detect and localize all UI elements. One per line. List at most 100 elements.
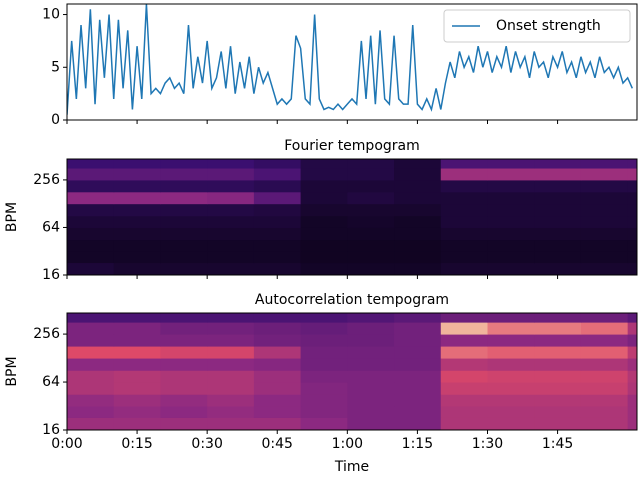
- heat-cell: [394, 358, 442, 371]
- heat-cell: [207, 346, 255, 359]
- x-tick-label: 1:00: [332, 436, 363, 452]
- heat-cell: [253, 191, 302, 205]
- heat-cell: [440, 346, 488, 359]
- heat-cell: [487, 159, 535, 169]
- heat-cell: [207, 159, 255, 169]
- heat-cell: [67, 203, 115, 217]
- heat-cell: [394, 406, 442, 418]
- heat-cell: [627, 313, 637, 323]
- heat-cell: [534, 417, 582, 430]
- x-tick-label: 1:30: [472, 436, 503, 452]
- heat-cell: [394, 168, 442, 181]
- heat-cell: [394, 159, 442, 169]
- heat-cell: [580, 334, 629, 347]
- heat-cell: [300, 394, 348, 407]
- heat-cell: [440, 239, 488, 252]
- heat-cell: [580, 394, 629, 407]
- heat-cell: [627, 191, 637, 205]
- heat-cell: [300, 346, 348, 359]
- heat-cell: [487, 179, 535, 193]
- y-tick-label: 64: [42, 219, 60, 235]
- heat-cell: [534, 168, 582, 181]
- line-series: [67, 4, 634, 115]
- heat-cell: [207, 168, 255, 181]
- heat-cell: [347, 334, 395, 347]
- heat-cell: [534, 239, 582, 252]
- y-axis-label: BPM: [4, 356, 20, 386]
- heat-cell: [394, 215, 442, 228]
- heat-cell: [207, 394, 255, 407]
- heat-cell: [253, 382, 302, 395]
- heat-cell: [394, 382, 442, 395]
- heat-cell: [440, 251, 488, 264]
- heat-cell: [487, 406, 535, 418]
- subplot-title: Autocorrelation tempogram: [255, 292, 449, 308]
- axes-frame: [66, 158, 638, 276]
- heat-cell: [394, 313, 442, 323]
- heat-cell: [160, 417, 208, 430]
- heat-cell: [487, 346, 535, 359]
- heat-cell: [627, 215, 637, 228]
- heat-cell: [207, 358, 255, 371]
- heat-cell: [347, 358, 395, 371]
- y-axis-label: BPM: [4, 202, 20, 232]
- heat-cell: [580, 382, 629, 395]
- heat-cell: [487, 227, 535, 241]
- heat-cell: [67, 358, 115, 371]
- heat-cell: [67, 251, 115, 264]
- heat-cell: [487, 168, 535, 181]
- heat-cell: [627, 203, 637, 217]
- heat-cell: [113, 358, 161, 371]
- x-tick-label: 0:15: [121, 436, 152, 452]
- heat-cell: [160, 262, 208, 275]
- heat-cell: [627, 179, 637, 193]
- heat-cell: [207, 239, 255, 252]
- heat-cell: [487, 322, 535, 335]
- heat-cell: [300, 406, 348, 418]
- heat-cell: [627, 159, 637, 169]
- heat-cell: [440, 203, 488, 217]
- heat-cell: [113, 370, 161, 383]
- heat-cell: [394, 262, 442, 275]
- heat-cell: [67, 370, 115, 383]
- heat-cell: [580, 227, 629, 241]
- heat-cell: [580, 179, 629, 193]
- heat-cell: [487, 394, 535, 407]
- x-tick-label: 0:45: [262, 436, 293, 452]
- heat-cell: [113, 227, 161, 241]
- heat-cell: [300, 159, 348, 169]
- heat-cell: [534, 322, 582, 335]
- heat-cell: [300, 358, 348, 371]
- heat-cell: [67, 159, 115, 169]
- legend-label: Onset strength: [496, 18, 601, 34]
- heat-cell: [300, 417, 348, 430]
- heat-cell: [300, 382, 348, 395]
- heat-cell: [67, 313, 115, 323]
- heat-cell: [487, 334, 535, 347]
- heat-cell: [534, 251, 582, 264]
- heat-cell: [207, 203, 255, 217]
- heat-cell: [113, 251, 161, 264]
- heat-cell: [534, 406, 582, 418]
- heat-cell: [160, 227, 208, 241]
- heat-cell: [207, 191, 255, 205]
- heat-cell: [347, 417, 395, 430]
- heat-cell: [440, 370, 488, 383]
- heat-cell: [487, 417, 535, 430]
- heat-cell: [440, 168, 488, 181]
- heat-cell: [534, 179, 582, 193]
- legend-box: [443, 9, 631, 43]
- heat-cell: [394, 191, 442, 205]
- heat-cell: [580, 159, 629, 169]
- heat-cell: [160, 191, 208, 205]
- heat-cell: [347, 382, 395, 395]
- heat-cell: [534, 227, 582, 241]
- heat-cell: [347, 262, 395, 275]
- heat-cell: [580, 406, 629, 418]
- heat-cell: [487, 239, 535, 252]
- heat-cell: [207, 370, 255, 383]
- heat-cell: [440, 262, 488, 275]
- heat-cell: [534, 370, 582, 383]
- heat-cell: [253, 394, 302, 407]
- heat-cell: [300, 370, 348, 383]
